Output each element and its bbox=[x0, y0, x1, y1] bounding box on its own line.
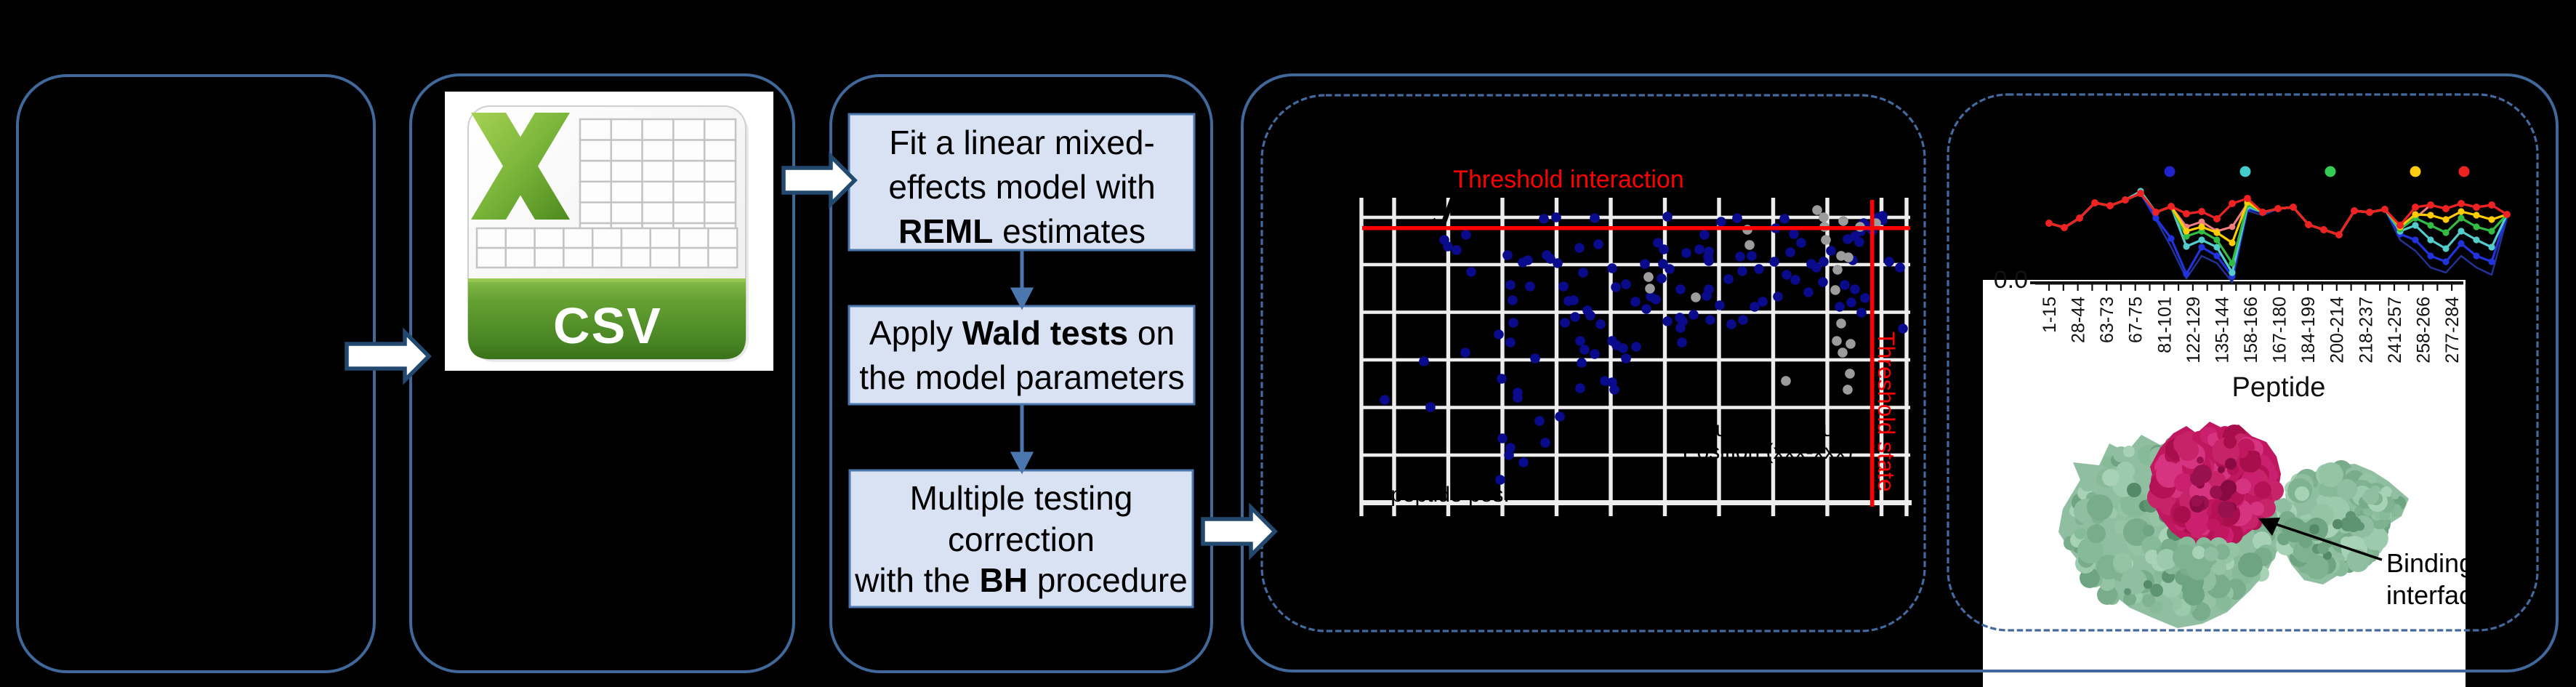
svg-text:218-237: 218-237 bbox=[2356, 297, 2376, 363]
svg-text:Fit a linear mixed-: Fit a linear mixed- bbox=[889, 124, 1155, 161]
svg-text:122-129: 122-129 bbox=[2183, 297, 2204, 363]
svg-text:63-73: 63-73 bbox=[2097, 297, 2117, 343]
svg-text:28-44: 28-44 bbox=[2069, 297, 2089, 343]
svg-text:1-15: 1-15 bbox=[2040, 297, 2060, 333]
svg-text:Multiple testing: Multiple testing bbox=[910, 479, 1133, 517]
svg-text:167-180: 167-180 bbox=[2270, 297, 2290, 363]
svg-text:peptide pos.: peptide pos. bbox=[1390, 483, 1509, 507]
svg-text:with the BH procedure: with the BH procedure bbox=[854, 561, 1188, 599]
svg-text:Apply Wald tests on: Apply Wald tests on bbox=[869, 314, 1175, 352]
svg-text:REML estimates: REML estimates bbox=[898, 212, 1146, 250]
svg-text:the model parameters: the model parameters bbox=[859, 358, 1184, 396]
svg-text:135-144: 135-144 bbox=[2212, 297, 2232, 363]
svg-text:interface: interface bbox=[2386, 580, 2487, 610]
svg-text:158-166: 158-166 bbox=[2241, 297, 2261, 363]
svg-text:Threshold interaction: Threshold interaction bbox=[1453, 166, 1684, 193]
svg-text:Binding: Binding bbox=[2386, 548, 2474, 578]
svg-text:200-214: 200-214 bbox=[2327, 297, 2348, 363]
svg-text:effects model with: effects model with bbox=[888, 168, 1155, 206]
svg-text:Threshold state: Threshold state bbox=[1873, 332, 1899, 492]
svg-text:Position (xxx-xxx): Position (xxx-xxx) bbox=[1682, 440, 1853, 464]
svg-text:correction: correction bbox=[948, 521, 1095, 558]
svg-text:adjusted p-value: adjusted p-value bbox=[1686, 417, 1846, 441]
svg-text:241-257: 241-257 bbox=[2385, 297, 2405, 363]
svg-text:67-75: 67-75 bbox=[2126, 297, 2146, 343]
svg-text:277-284: 277-284 bbox=[2442, 297, 2463, 363]
svg-text:Peptide: Peptide bbox=[2232, 372, 2326, 403]
svg-text:258-266: 258-266 bbox=[2413, 297, 2434, 363]
svg-text:0.0: 0.0 bbox=[1994, 266, 2028, 294]
svg-text:81-101: 81-101 bbox=[2154, 297, 2175, 353]
svg-text:184-199: 184-199 bbox=[2298, 297, 2319, 363]
svg-text:CSV: CSV bbox=[553, 297, 662, 354]
